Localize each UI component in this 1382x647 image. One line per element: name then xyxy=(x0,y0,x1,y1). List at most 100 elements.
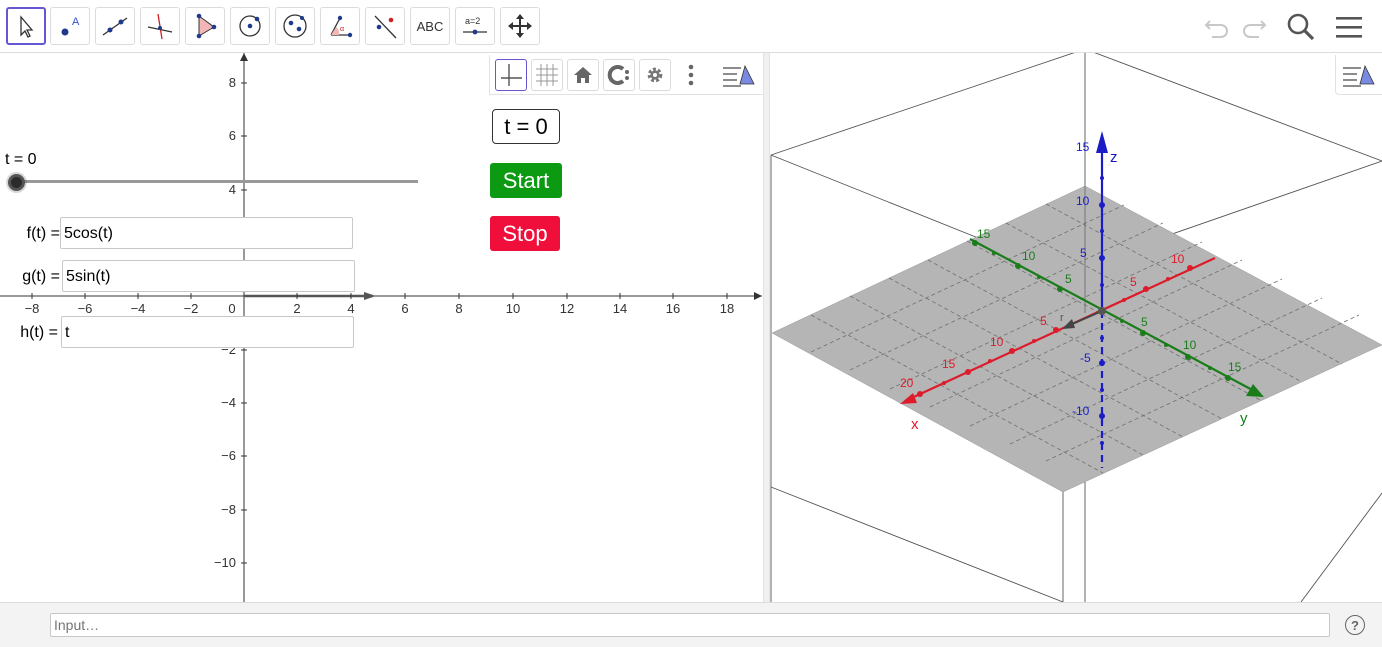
point-tool-icon: A xyxy=(61,16,80,36)
vector-3d xyxy=(1069,310,1103,326)
stop-button[interactable]: Stop xyxy=(490,216,560,251)
y-tick-label: −8 xyxy=(221,502,236,517)
y-axis-arrow xyxy=(240,53,248,61)
z-axis-3d-labels: 15 10 5 -5 -10 xyxy=(1072,140,1091,418)
g-input[interactable]: 5sin(t) xyxy=(62,260,355,292)
y-tick-label: 6 xyxy=(229,128,236,143)
view-menu-icon xyxy=(1343,64,1375,87)
y-tick-label: −4 xyxy=(221,395,236,410)
view-divider[interactable] xyxy=(763,53,770,602)
ellipse-tool-button[interactable] xyxy=(275,7,315,45)
x-tick-label: 8 xyxy=(455,301,462,316)
line-tool-button[interactable] xyxy=(95,7,135,45)
point-tool-button[interactable]: A xyxy=(50,7,90,45)
input-bar: ? xyxy=(0,602,1382,647)
axis-3d-tick-label: 15 xyxy=(977,227,991,241)
slider-t-knob[interactable] xyxy=(8,174,25,191)
axis-3d-tick-label: 15 xyxy=(1228,360,1242,374)
t-value-box: t = 0 xyxy=(492,109,560,144)
text-tool-icon: ABC xyxy=(416,18,444,34)
text-tool-button[interactable]: ABC xyxy=(410,7,450,45)
move-tool-icon xyxy=(20,15,34,38)
view-3d-menu-button[interactable] xyxy=(1335,55,1382,95)
x-axis-3d-arrow xyxy=(900,393,917,404)
algebra-input-field[interactable] xyxy=(50,613,1330,637)
x-tick-label: 18 xyxy=(720,301,734,316)
graphics-view-2d[interactable]: −8 −6 −4 −2 0 2 4 6 8 10 12 14 16 18 8 6 4 −2 −4 −6 −8 −10 t… xyxy=(0,53,763,602)
perpendicular-line-tool-icon xyxy=(147,13,173,40)
perpendicular-line-tool-button[interactable] xyxy=(140,7,180,45)
move-tool-button[interactable] xyxy=(6,7,46,45)
axis-3d-tick-label: 5 xyxy=(1040,314,1047,328)
circle-tool-button[interactable] xyxy=(230,7,270,45)
point-capturing-icon xyxy=(607,65,629,85)
axis-3d-tick-label: 5 xyxy=(1080,246,1087,260)
slider-t-track[interactable] xyxy=(16,180,418,183)
vector-3d-tag: r xyxy=(1060,312,1064,324)
toolbar: A α ABC a=2 xyxy=(0,0,1382,53)
svg-text:A: A xyxy=(72,16,80,28)
polygon-tool-button[interactable] xyxy=(185,7,225,45)
axis-3d-tick-label: 5 xyxy=(1065,272,1072,286)
line-tool-icon xyxy=(102,17,128,36)
f-input[interactable]: 5cos(t) xyxy=(60,217,353,249)
x-tick-label: 14 xyxy=(613,301,627,316)
standard-view-button[interactable] xyxy=(567,59,599,91)
z-axis-3d-arrow xyxy=(1096,131,1108,153)
axis-3d-tick-label: 10 xyxy=(1076,194,1090,208)
x-tick-label: 10 xyxy=(506,301,520,316)
input-help-button[interactable]: ? xyxy=(1345,615,1365,635)
home-icon xyxy=(574,67,592,83)
start-button[interactable]: Start xyxy=(490,163,562,198)
xy-plane xyxy=(771,185,1382,493)
undo-icon xyxy=(1204,20,1228,38)
graphics-style-bar xyxy=(489,55,763,95)
svg-text:α: α xyxy=(340,26,344,33)
point-capturing-button[interactable] xyxy=(603,59,635,91)
axis-3d-tick-label: -5 xyxy=(1080,351,1091,365)
x-axis-3d-labels: 20 15 10 5 5 10 xyxy=(900,252,1185,390)
reflect-tool-button[interactable] xyxy=(365,7,405,45)
undo-button[interactable] xyxy=(1200,10,1234,44)
x-tick-label: −2 xyxy=(184,301,199,316)
y-axis-3d-name: y xyxy=(1240,410,1248,427)
axis-3d-tick-label: 5 xyxy=(1141,315,1148,329)
x-tick-label: 4 xyxy=(347,301,354,316)
toggle-grid-button[interactable] xyxy=(531,59,563,91)
axes-icon xyxy=(501,64,522,86)
axis-3d-tick-label: 10 xyxy=(990,335,1004,349)
y-tick-label: −6 xyxy=(221,448,236,463)
grid-icon xyxy=(536,64,558,86)
graphics-view-3d[interactable]: 15 10 5 5 10 15 20 15 10 5 5 10 15 10 5 -5 -10 r xyxy=(770,53,1382,602)
search-button[interactable] xyxy=(1284,10,1318,44)
origin-point-3d xyxy=(1098,307,1106,315)
axis-3d-tick-label: 15 xyxy=(1076,140,1090,154)
toggle-axes-button[interactable] xyxy=(495,59,527,91)
view-menu-button[interactable] xyxy=(720,59,758,91)
circle-tool-icon xyxy=(239,15,261,37)
settings-button[interactable] xyxy=(639,59,671,91)
axis-3d-tick-label: 15 xyxy=(942,357,956,371)
slider-tool-icon: a=2 xyxy=(463,16,487,35)
slider-t-label: t = 0 xyxy=(5,151,37,168)
slider-tool-button[interactable]: a=2 xyxy=(455,7,495,45)
hamburger-menu-icon xyxy=(1336,17,1362,38)
main-menu-button[interactable] xyxy=(1332,10,1366,44)
reflect-tool-icon xyxy=(374,15,397,39)
svg-text:a=2: a=2 xyxy=(465,16,480,26)
x-axis-3d xyxy=(904,257,1216,402)
angle-tool-icon: α xyxy=(330,15,353,38)
x-tick-label: −8 xyxy=(25,301,40,316)
angle-tool-button[interactable]: α xyxy=(320,7,360,45)
move-graphics-view-button[interactable] xyxy=(500,7,540,45)
gear-icon xyxy=(647,67,663,83)
redo-button[interactable] xyxy=(1237,10,1271,44)
axis-3d-tick-label: 10 xyxy=(1183,338,1197,352)
plane-grid xyxy=(810,203,1360,474)
h-input[interactable]: t xyxy=(61,316,354,348)
g-label: g(t) = xyxy=(22,268,60,285)
more-options-button[interactable] xyxy=(675,59,707,91)
